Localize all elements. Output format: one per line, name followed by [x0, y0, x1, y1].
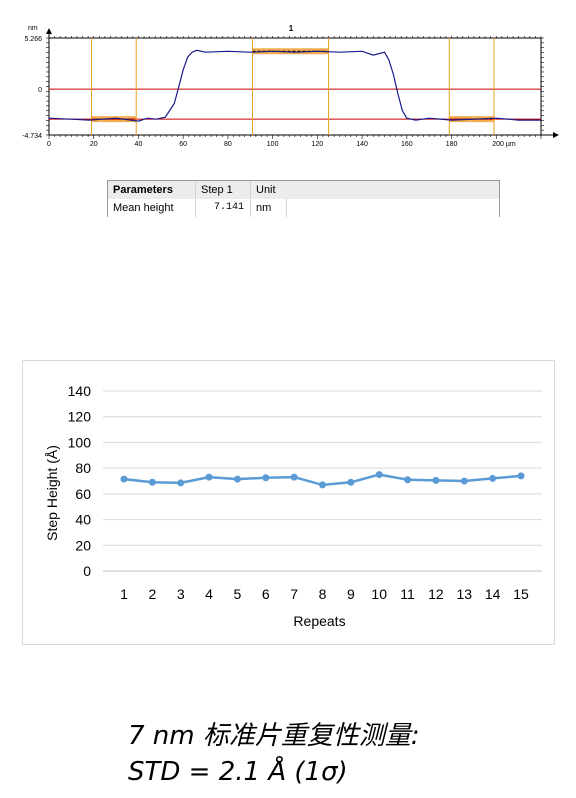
profile-x-tick-label: 60 — [179, 141, 187, 148]
profile-y-axis-arrow — [46, 28, 52, 34]
profile-chart: 1 nm 5.266 0 -4.734 0 20 40 60 80 100 120 140 160 180 2… — [22, 24, 559, 148]
profile-series-line — [48, 49, 541, 122]
y-tick-label: 140 — [68, 383, 92, 399]
cell-mean-height-label: Mean height — [108, 199, 196, 217]
header-step-1: Step 1 — [196, 181, 251, 199]
header-unit: Unit — [256, 184, 276, 196]
y-tick-label: 80 — [75, 460, 91, 476]
data-point — [517, 472, 525, 480]
data-point — [404, 476, 412, 484]
cell-unit-value: nm — [251, 199, 287, 217]
x-tick-label: 10 — [371, 586, 387, 602]
data-point — [148, 478, 156, 486]
data-point — [489, 474, 497, 482]
header-parameters: Parameters — [108, 181, 196, 199]
profile-x-tick-label: 40 — [135, 141, 143, 148]
data-point — [432, 476, 440, 484]
caption-line-2: STD = 2.1 Å (1σ) — [128, 757, 348, 787]
data-point — [177, 479, 185, 487]
caption: 7 nm 标准片重复性测量: STD = 2.1 Å (1σ) — [128, 718, 420, 790]
x-tick-label: 3 — [177, 586, 185, 602]
y-tick-label: 20 — [75, 537, 91, 553]
profile-x-axis-arrow — [553, 132, 559, 138]
profile-x-tick-label: 0 — [47, 141, 51, 148]
profile-x-tick-label: 80 — [224, 141, 232, 148]
data-point — [262, 474, 270, 482]
data-point — [319, 481, 326, 489]
profile-x-tick-label: 160 — [401, 141, 413, 148]
data-point — [375, 471, 383, 479]
y-tick-label: 40 — [75, 512, 91, 528]
x-tick-label: 6 — [262, 586, 270, 602]
x-tick-label: 8 — [319, 586, 327, 602]
profile-x-tick-label: 200 µm — [492, 141, 516, 148]
repeatability-chart-frame: 0 20 40 60 80 100 120 140 1 2 3 4 5 6 7 8 9 10 11 12 13 14 15 R… — [22, 360, 555, 645]
profile-title: 1 — [289, 24, 294, 33]
profile-x-tick-label: 100 — [267, 141, 279, 148]
x-tick-label: 15 — [513, 586, 529, 602]
data-point — [233, 475, 241, 483]
profile-unit-label: nm — [28, 25, 38, 32]
x-tick-label: 2 — [148, 586, 156, 602]
profile-x-tick-label: 20 — [90, 141, 98, 148]
profile-x-tick-label: 140 — [356, 141, 368, 148]
profile-y-tick-label: 5.266 — [24, 36, 42, 43]
y-tick-label: 60 — [75, 486, 91, 502]
profile-y-tick-label: -4.734 — [22, 133, 42, 140]
profile-x-tick-label: 120 — [312, 141, 324, 148]
table-header-row: Parameters Step 1 Unit — [108, 181, 499, 200]
x-tick-label: 12 — [428, 586, 444, 602]
x-tick-label: 14 — [485, 586, 501, 602]
y-tick-label: 120 — [68, 409, 92, 425]
x-tick-label: 13 — [456, 586, 472, 602]
data-point — [460, 477, 468, 485]
table-row: Mean height 7.141 nm — [108, 199, 499, 217]
data-point — [347, 478, 355, 486]
cell-mean-height-value: 7.141 — [196, 199, 251, 217]
profile-y-tick-label: 0 — [38, 87, 42, 94]
x-tick-label: 1 — [120, 586, 128, 602]
x-tick-label: 7 — [290, 586, 298, 602]
x-tick-label: 5 — [234, 586, 242, 602]
data-point — [120, 475, 128, 483]
data-point — [205, 473, 213, 481]
caption-line-1: 7 nm 标准片重复性测量: — [128, 721, 420, 751]
data-point — [290, 473, 298, 481]
y-tick-label: 100 — [68, 434, 92, 450]
x-tick-label: 11 — [400, 586, 415, 602]
x-tick-label: 9 — [347, 586, 355, 602]
profile-measure-region — [252, 48, 329, 55]
profile-x-tick-label: 180 — [446, 141, 458, 148]
parameters-table: Parameters Step 1 Unit Mean height 7.141… — [107, 180, 500, 217]
y-axis-label: Step Height (Å) — [44, 445, 60, 541]
y-tick-label: 0 — [83, 563, 91, 579]
x-axis-label: Repeats — [293, 613, 345, 629]
x-tick-label: 4 — [205, 586, 213, 602]
